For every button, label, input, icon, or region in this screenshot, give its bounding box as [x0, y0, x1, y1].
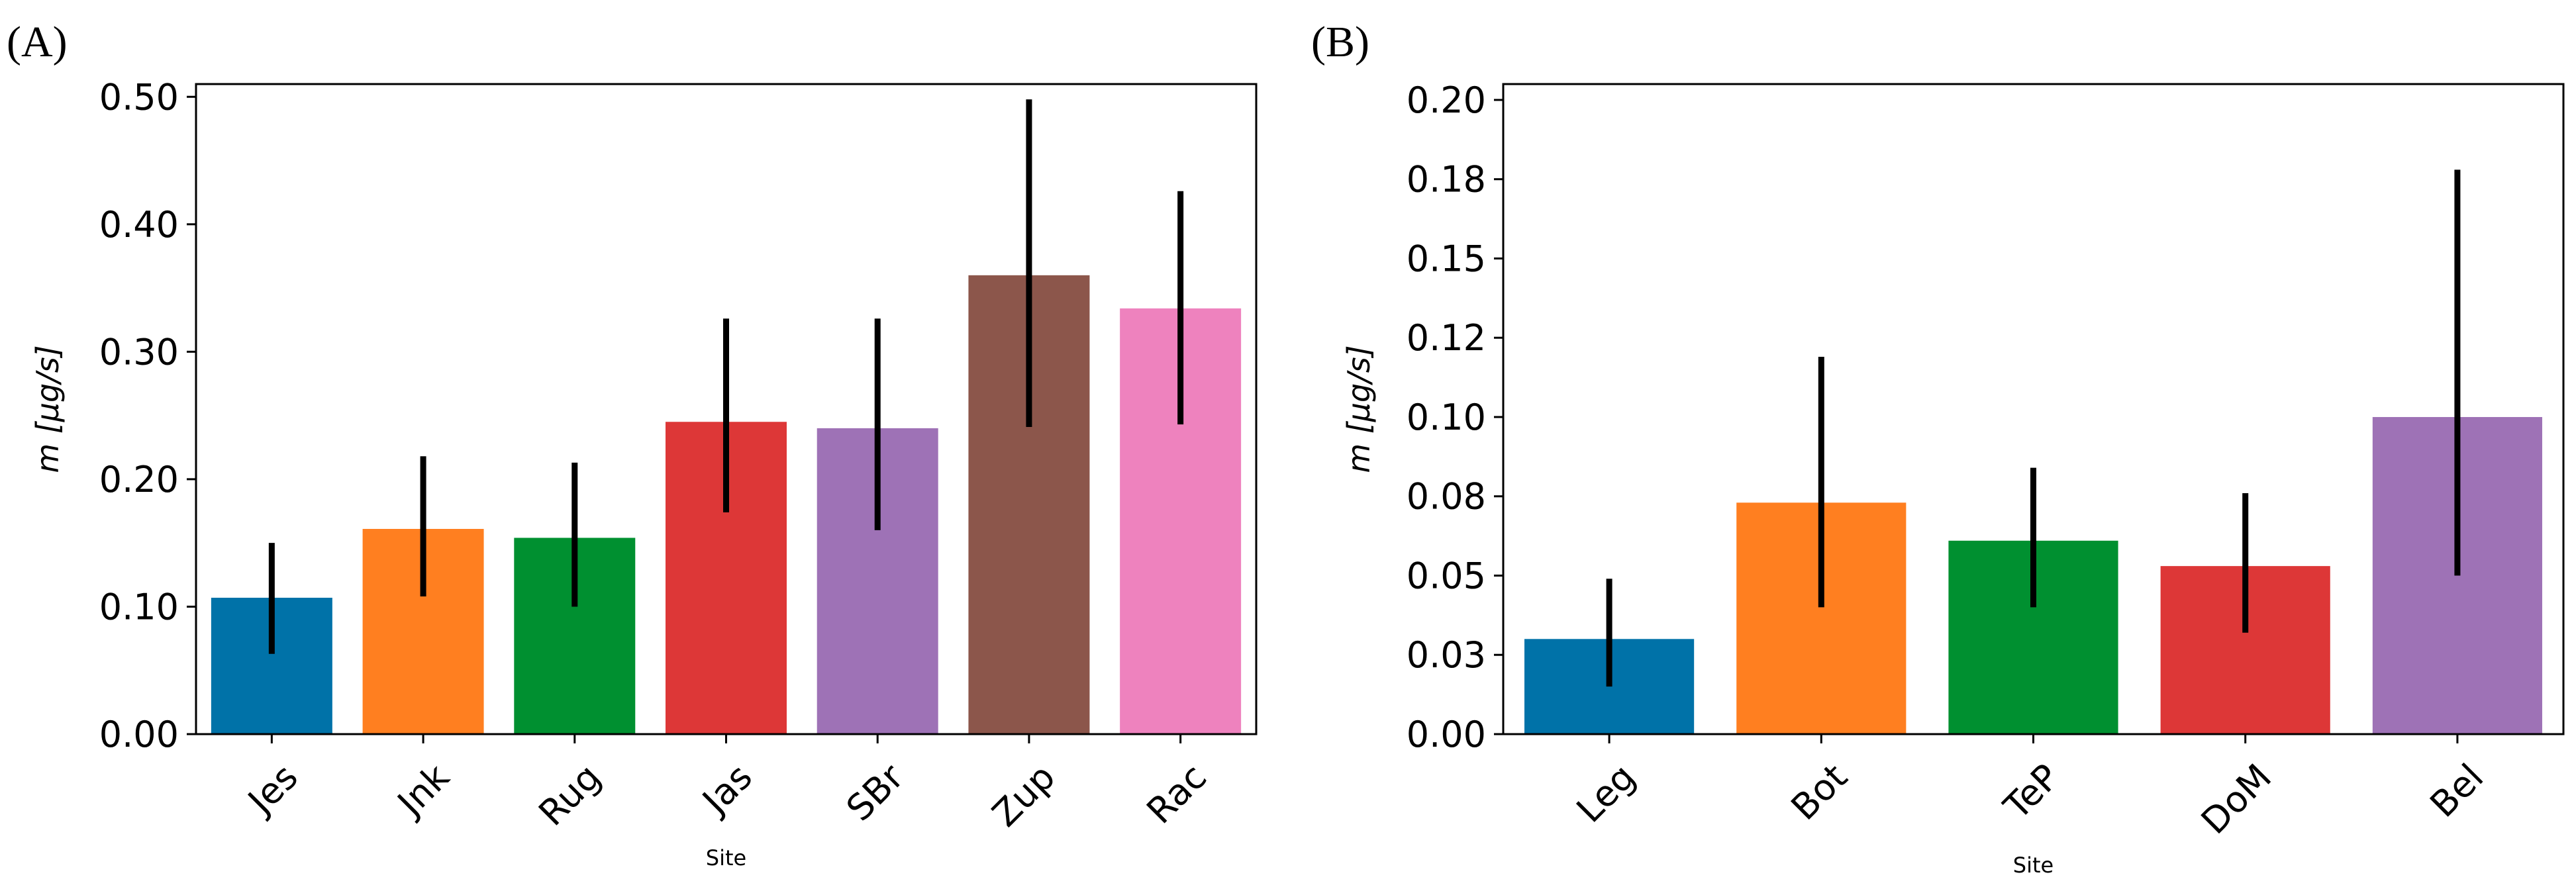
x-tick-label-jnk: Jnk	[388, 755, 458, 825]
x-tick-label-rac: Rac	[1138, 756, 1214, 832]
x-axis-title: Site	[706, 845, 746, 870]
y-tick-label: 0.15	[1407, 238, 1486, 279]
x-tick-label-jes: Jes	[239, 756, 306, 823]
y-axis-title: m [μg/s]	[1341, 345, 1377, 473]
x-tick-label-sbr: SBr	[838, 755, 912, 829]
y-tick-label: 0.40	[99, 204, 179, 246]
x-tick-label-dom: DoM	[2193, 756, 2279, 842]
x-tick-label-leg: Leg	[1569, 756, 1644, 831]
y-tick-label: 0.12	[1407, 317, 1486, 359]
panel-label-a: (A)	[7, 18, 68, 66]
y-tick-label: 0.18	[1407, 159, 1486, 201]
y-tick-label: 0.05	[1407, 555, 1486, 596]
y-tick-label: 0.30	[99, 331, 179, 373]
x-tick-label-bel: Bel	[2422, 756, 2492, 825]
y-axis-title: m [μg/s]	[30, 345, 66, 473]
y-tick-label: 0.08	[1407, 476, 1486, 518]
panel-label-b: (B)	[1311, 18, 1369, 66]
y-tick-label: 0.00	[1407, 714, 1486, 755]
y-tick-label: 0.10	[1407, 397, 1486, 438]
y-tick-label: 0.10	[99, 586, 179, 628]
y-tick-label: 0.50	[99, 76, 179, 118]
x-tick-label-tep: TeP	[1995, 756, 2067, 828]
x-tick-label-zup: Zup	[984, 756, 1063, 835]
x-tick-label-jas: Jas	[693, 756, 760, 823]
x-tick-label-rug: Rug	[530, 756, 609, 834]
y-tick-label: 0.03	[1407, 634, 1486, 676]
y-tick-label: 0.20	[99, 459, 179, 500]
y-tick-label: 0.20	[1407, 79, 1486, 121]
y-tick-label: 0.00	[99, 714, 179, 755]
panel-b: (B) 0.00 0.03 0.05 0.08 0.10 0.12 0.15 0.18 0.20 L…	[1311, 18, 2565, 878]
x-tick-label-bot: Bot	[1783, 756, 1856, 828]
panel-a: (A) 0.00 0.10 0.20 0.30 0.40 0.50 Jes Jnk Rug Jas S…	[7, 18, 1258, 870]
x-axis-title: Site	[2013, 853, 2054, 878]
